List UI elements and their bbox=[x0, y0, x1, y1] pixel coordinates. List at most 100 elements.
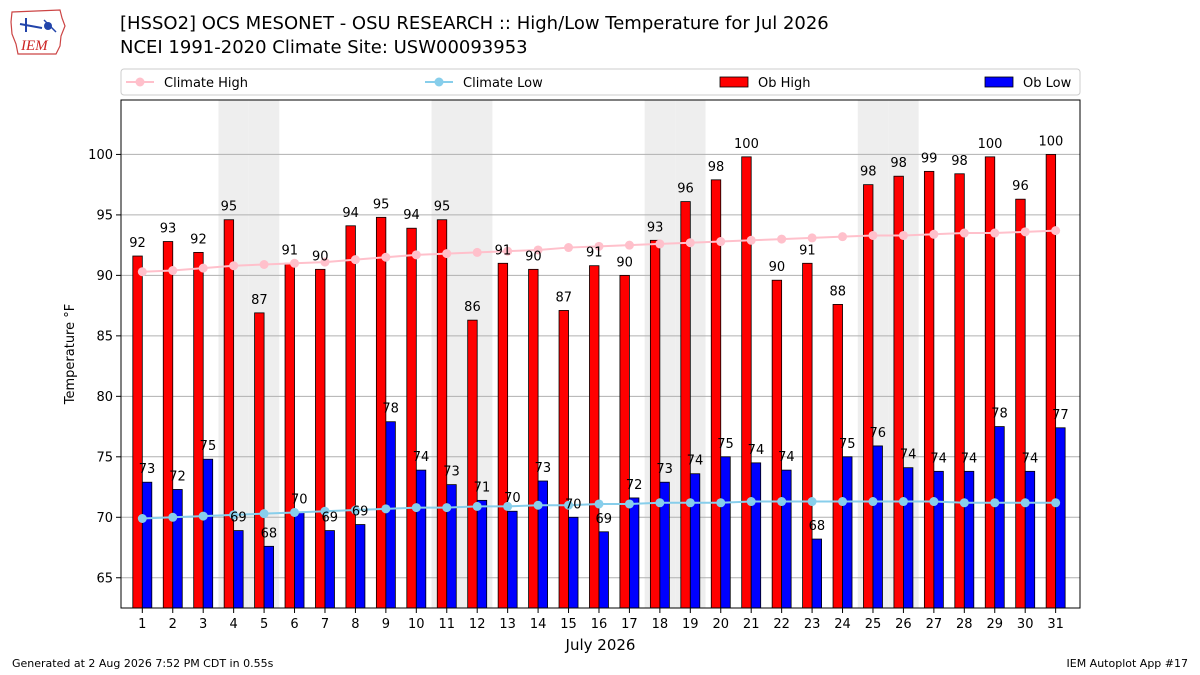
climate-low-point bbox=[898, 497, 908, 507]
legend: Climate High Climate Low Ob High Ob Low bbox=[120, 68, 1081, 96]
legend-marker bbox=[135, 77, 145, 87]
climate-high-point bbox=[1020, 227, 1030, 237]
ob-high-label: 91 bbox=[495, 243, 512, 258]
ob-low-label: 73 bbox=[535, 461, 552, 476]
ob-high-label: 91 bbox=[282, 243, 299, 258]
climate-low-point bbox=[685, 498, 695, 508]
ob-high-label: 90 bbox=[616, 255, 633, 270]
y-tick-label: 80 bbox=[96, 390, 113, 405]
climate-high-point bbox=[1051, 226, 1061, 236]
ob-low-bar bbox=[994, 426, 1005, 609]
climate-high-point bbox=[807, 233, 817, 243]
ob-low-label: 78 bbox=[382, 402, 399, 417]
ob-low-bar bbox=[629, 497, 640, 609]
climate-low-point bbox=[868, 497, 878, 507]
x-tick-label: 14 bbox=[530, 617, 547, 632]
ob-low-bar bbox=[263, 545, 274, 609]
ob-low-bar bbox=[385, 421, 396, 609]
y-tick-label: 75 bbox=[96, 450, 113, 465]
x-tick-label: 2 bbox=[169, 617, 177, 632]
x-tick-label: 10 bbox=[408, 617, 425, 632]
ob-low-label: 75 bbox=[839, 437, 856, 452]
ob-high-bar bbox=[863, 184, 874, 609]
climate-low-point bbox=[564, 500, 574, 510]
ob-high-label: 98 bbox=[708, 160, 725, 175]
climate-high-point bbox=[381, 252, 391, 262]
ob-low-bar bbox=[750, 462, 762, 609]
y-tick-label: 70 bbox=[96, 511, 113, 526]
climate-high-point bbox=[564, 243, 574, 253]
app-credit: IEM Autoplot App #17 bbox=[1066, 657, 1189, 670]
x-tick-label: 26 bbox=[895, 617, 912, 632]
ob-high-bar bbox=[741, 156, 752, 609]
climate-low-point bbox=[290, 507, 300, 517]
ob-low-bar bbox=[476, 499, 488, 609]
ob-low-label: 74 bbox=[1022, 451, 1039, 466]
climate-high-point bbox=[685, 238, 695, 248]
ob-high-label: 95 bbox=[221, 200, 238, 215]
climate-high-point bbox=[472, 247, 482, 257]
x-tick-label: 15 bbox=[560, 617, 577, 632]
chart-subtitle: NCEI 1991-2020 Climate Site: USW00093953 bbox=[120, 37, 528, 58]
climate-low-point bbox=[990, 498, 1000, 508]
climate-high-point bbox=[137, 267, 147, 277]
ob-low-label: 74 bbox=[748, 443, 765, 458]
ob-high-bar bbox=[436, 219, 448, 609]
x-tick-label: 19 bbox=[682, 617, 699, 632]
generated-timestamp: Generated at 2 Aug 2026 7:52 PM CDT in 0… bbox=[12, 657, 274, 670]
ob-low-bar bbox=[963, 470, 975, 609]
ob-low-label: 75 bbox=[200, 439, 217, 454]
ob-low-label: 73 bbox=[656, 462, 673, 477]
climate-low-point bbox=[381, 504, 391, 514]
ob-high-bar bbox=[954, 173, 965, 609]
climate-low-point bbox=[198, 511, 208, 521]
climate-low-point bbox=[259, 509, 269, 519]
climate-high-point bbox=[838, 232, 848, 242]
ob-low-bar bbox=[933, 470, 944, 609]
legend-label: Ob Low bbox=[1023, 76, 1072, 91]
x-tick-label: 1 bbox=[138, 617, 146, 632]
x-tick-label: 12 bbox=[469, 617, 486, 632]
ob-high-bar bbox=[132, 255, 143, 609]
x-tick-label: 9 bbox=[382, 617, 390, 632]
ob-high-bar bbox=[832, 304, 843, 609]
climate-low-point bbox=[594, 499, 604, 509]
ob-high-bar bbox=[315, 268, 326, 609]
climate-high-point bbox=[503, 246, 513, 256]
ob-low-bar bbox=[446, 484, 457, 609]
climate-low-point bbox=[716, 498, 726, 508]
x-axis-label: July 2026 bbox=[565, 636, 636, 654]
legend-box bbox=[120, 68, 1081, 96]
climate-high-point bbox=[198, 263, 208, 273]
climate-high-point bbox=[411, 250, 421, 260]
ob-high-label: 94 bbox=[342, 206, 359, 221]
x-tick-label: 4 bbox=[230, 617, 238, 632]
ob-high-bar bbox=[558, 310, 569, 609]
ob-low-bar bbox=[872, 445, 883, 609]
x-tick-label: 8 bbox=[351, 617, 359, 632]
climate-low-point bbox=[350, 505, 360, 515]
y-axis-label: Temperature °F bbox=[63, 304, 78, 405]
ob-high-label: 95 bbox=[434, 200, 451, 215]
ob-high-label: 93 bbox=[647, 220, 664, 235]
climate-high-point bbox=[716, 237, 726, 247]
ob-high-bar bbox=[649, 239, 661, 609]
climate-high-point bbox=[777, 234, 787, 244]
ob-low-label: 69 bbox=[321, 511, 338, 526]
ob-low-label: 70 bbox=[291, 492, 308, 507]
climate-low-point bbox=[229, 510, 239, 520]
ob-low-label: 73 bbox=[443, 465, 460, 480]
ob-high-label: 98 bbox=[951, 154, 968, 169]
ob-low-bar bbox=[537, 480, 548, 609]
svg-text:IEM: IEM bbox=[20, 38, 49, 54]
ob-low-label: 74 bbox=[900, 448, 917, 463]
climate-high-point bbox=[320, 257, 330, 267]
climate-low-point bbox=[137, 513, 147, 523]
ob-high-label: 100 bbox=[734, 137, 759, 152]
climate-high-point bbox=[229, 261, 239, 271]
ob-low-bar bbox=[689, 473, 701, 609]
ob-high-bar bbox=[1015, 198, 1026, 609]
climate-low-point bbox=[168, 512, 178, 522]
ob-low-label: 74 bbox=[961, 451, 978, 466]
